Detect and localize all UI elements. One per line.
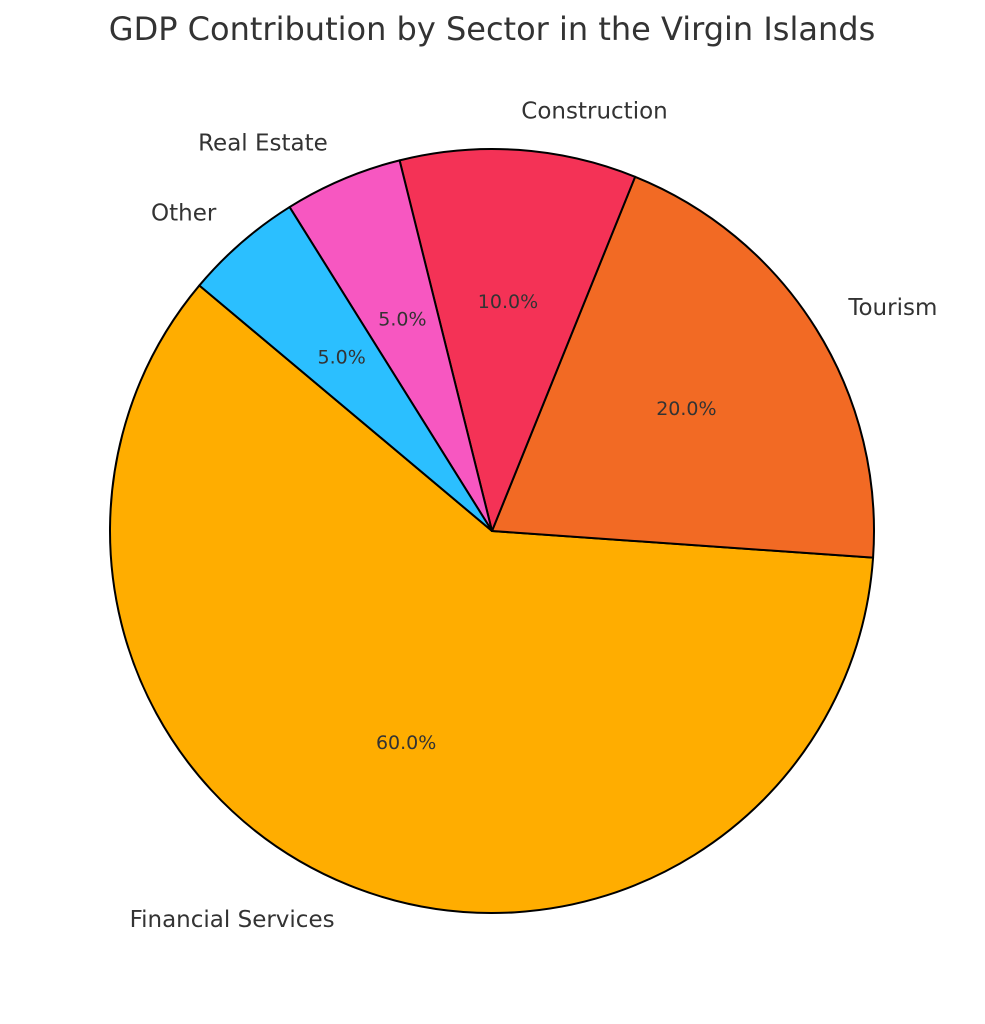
slice-label: Construction	[521, 98, 667, 124]
value-label: 10.0%	[478, 291, 538, 313]
pie-slice	[398, 148, 637, 532]
value-label: 60.0%	[376, 732, 436, 754]
slice-label: Real Estate	[198, 131, 328, 157]
slice-label: Financial Services	[130, 907, 335, 933]
pie-slice	[198, 206, 493, 532]
slice-label: Other	[151, 200, 217, 226]
value-label: 20.0%	[656, 398, 716, 420]
value-label: 5.0%	[317, 347, 365, 369]
pie-slice	[109, 284, 875, 914]
value-label: 5.0%	[378, 309, 426, 331]
pie-slice	[491, 175, 875, 559]
slice-label: Tourism	[847, 295, 937, 321]
chart-title: GDP Contribution by Sector in the Virgin…	[109, 10, 875, 48]
